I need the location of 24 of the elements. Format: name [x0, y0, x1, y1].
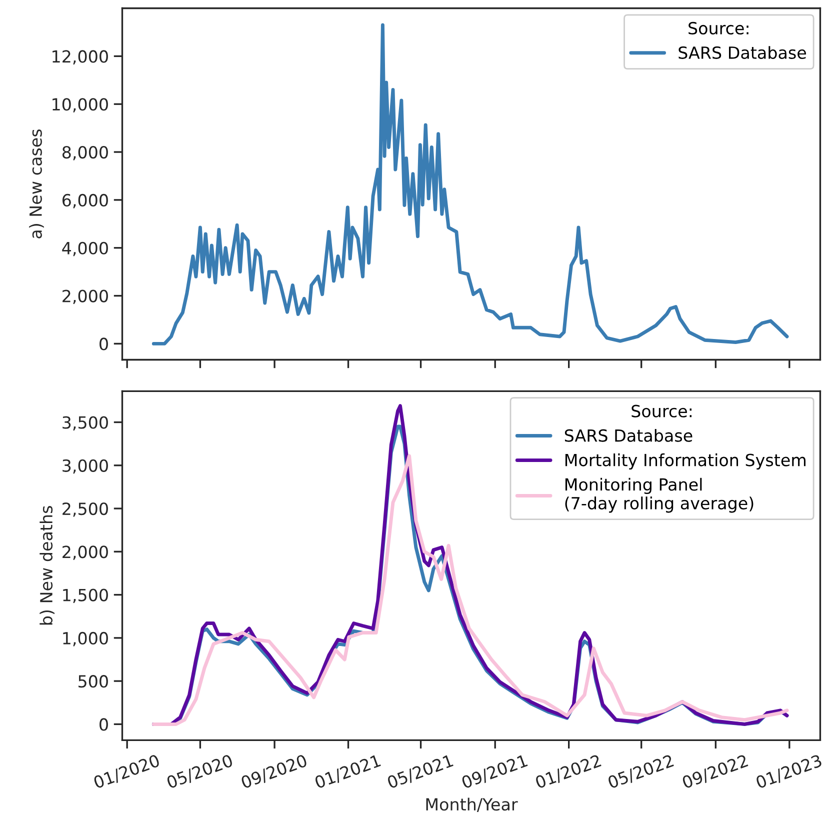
y-tick-label: 8,000 — [62, 146, 108, 160]
y-axis-title: b) New deaths — [40, 506, 55, 625]
legend-title: Source: — [632, 404, 692, 418]
y-tick-label: 6,000 — [62, 194, 108, 208]
y-tick-label: 0 — [100, 718, 108, 731]
y-tick-label: 2,500 — [62, 502, 108, 517]
y-tick-label: 1,000 — [63, 632, 108, 646]
legend-title: Source: — [688, 22, 748, 35]
legend-label: Monitoring Panel (7-day rolling average) — [565, 478, 754, 513]
y-tick-label: 2,000 — [62, 290, 108, 304]
y-tick-label: 10,000 — [52, 98, 108, 112]
y-tick-label: 500 — [78, 675, 108, 688]
y-axis-title: a) New cases — [29, 129, 44, 238]
y-tick-label: 3,000 — [62, 459, 108, 474]
legend-label: SARS Database — [564, 428, 692, 442]
legend-label: Mortality Information System — [565, 453, 806, 470]
y-tick-label: 12,000 — [52, 50, 108, 64]
x-axis-title: Month/Year — [426, 798, 518, 812]
legend-label: SARS Database — [678, 46, 806, 59]
y-tick-label: 1,500 — [63, 588, 108, 604]
y-tick-label: 0 — [100, 338, 108, 350]
y-tick-label: 4,000 — [62, 242, 108, 256]
y-tick-label: 2,000 — [62, 546, 108, 560]
y-tick-label: 3,500 — [62, 416, 108, 430]
